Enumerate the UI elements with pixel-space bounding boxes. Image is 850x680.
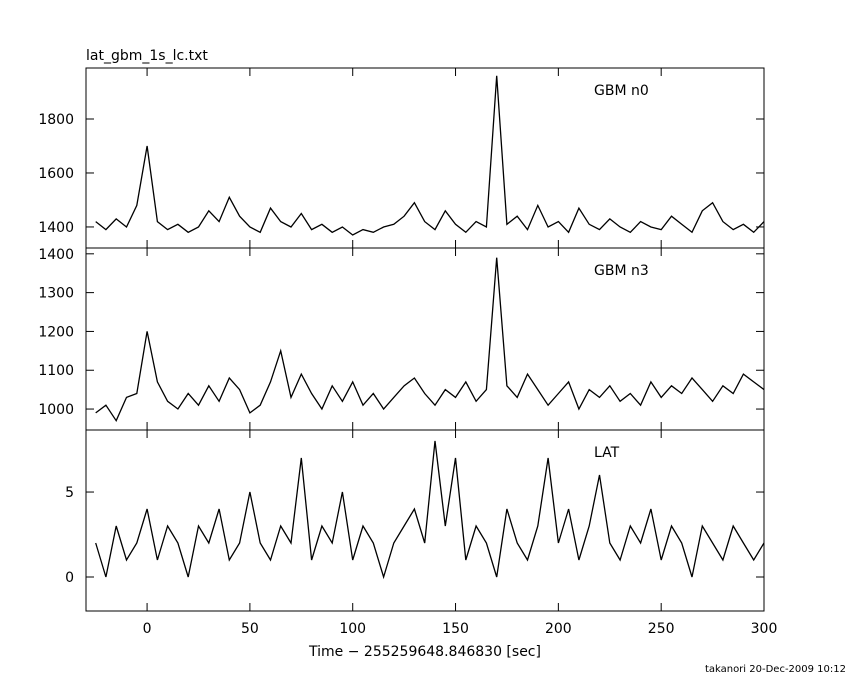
panel-frame [85, 429, 765, 612]
y-tick-label: 1400 [38, 247, 74, 263]
y-tick-label: 0 [65, 570, 74, 586]
x-tick-label: 300 [751, 621, 778, 637]
x-tick-label: 150 [442, 621, 469, 637]
footer: takanori 20-Dec-2009 10:12 [705, 664, 846, 675]
panel-label: LAT [594, 445, 620, 461]
x-tick-label: 50 [241, 621, 259, 637]
x-tick-label: 250 [648, 621, 675, 637]
light-curve [95, 257, 765, 423]
y-tick-label: 1200 [38, 324, 74, 340]
x-tick-label: 200 [545, 621, 572, 637]
y-tick-label: 1300 [38, 286, 74, 302]
y-tick-label: 1000 [38, 402, 74, 418]
y-tick-label: 1100 [38, 363, 74, 379]
x-axis-label: Time − 255259648.846830 [sec] [308, 644, 541, 660]
y-tick-label: 1400 [38, 220, 74, 236]
y-tick-label: 5 [65, 485, 74, 501]
x-tick-label: 0 [143, 621, 152, 637]
panel-label: GBM n3 [594, 263, 649, 279]
panel-label: GBM n0 [594, 83, 649, 99]
panel-frame [85, 247, 765, 431]
y-tick-label: 1600 [38, 166, 74, 182]
light-curve [95, 440, 765, 580]
y-tick-label: 1800 [38, 112, 74, 128]
x-tick-label: 100 [339, 621, 366, 637]
chart-title: lat_gbm_1s_lc.txt [86, 48, 208, 64]
light-curve [95, 75, 765, 236]
